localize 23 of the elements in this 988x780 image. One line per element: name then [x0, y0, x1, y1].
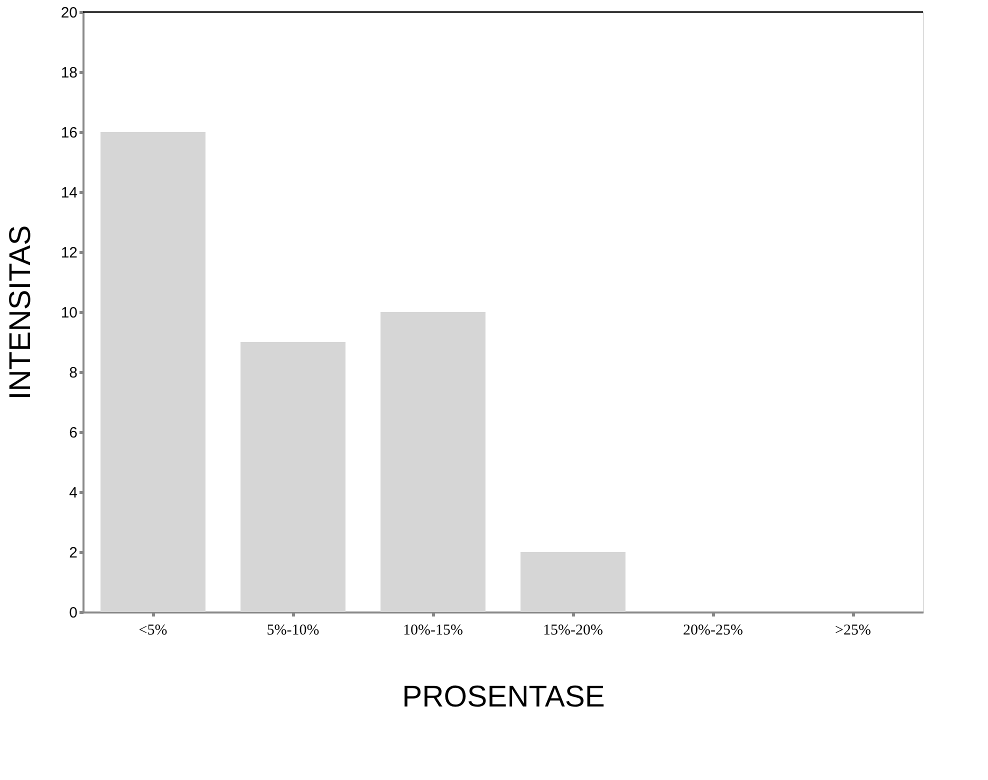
bar	[100, 132, 206, 612]
y-tick-label: 14	[60, 184, 78, 202]
y-tick-label: 18	[60, 64, 78, 82]
bar	[520, 552, 626, 612]
y-tick-label: 2	[69, 544, 78, 562]
y-tick-label: 16	[60, 124, 78, 142]
x-tick-label: 10%-15%	[403, 622, 463, 638]
x-axis-title: PROSENTASE	[402, 680, 605, 714]
y-axis-title: INTENSITAS	[4, 225, 37, 400]
y-tick-label: 8	[69, 364, 78, 382]
x-tick-label: 15%-20%	[543, 622, 603, 638]
x-tick-label: >25%	[835, 622, 871, 638]
y-tick-label: 12	[60, 244, 78, 262]
y-tick-label: 4	[69, 484, 78, 502]
y-tick-label: 6	[69, 424, 78, 442]
y-tick-label: 0	[69, 604, 78, 622]
x-tick-label: <5%	[138, 622, 168, 638]
x-tick-label: 5%-10%	[266, 622, 320, 638]
bar	[380, 312, 486, 612]
bar	[240, 342, 346, 612]
y-tick-label: 20	[60, 4, 78, 22]
x-tick-label: 20%-25%	[683, 622, 743, 638]
y-tick-label: 10	[60, 304, 78, 322]
